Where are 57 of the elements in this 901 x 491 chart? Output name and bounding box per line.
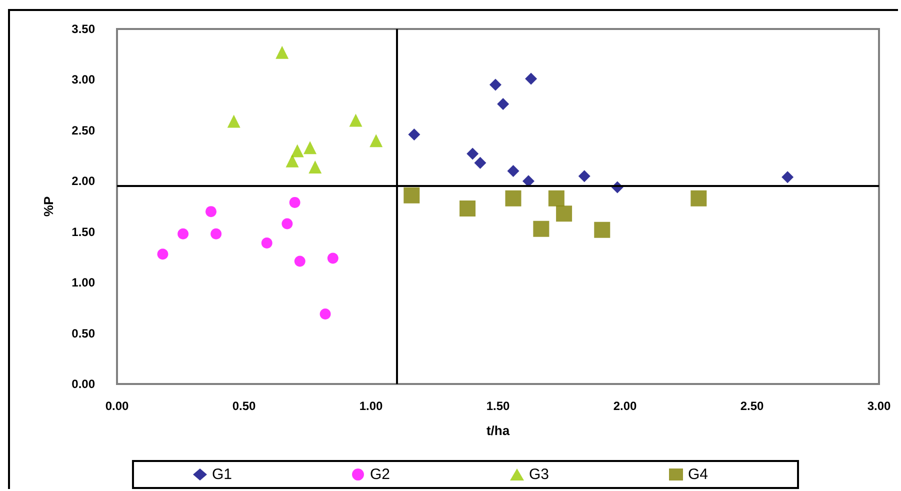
point: [178, 228, 189, 240]
point: [522, 175, 534, 188]
point: [294, 256, 306, 267]
point: [594, 222, 610, 238]
point: [497, 98, 510, 110]
point: [157, 248, 168, 260]
y-tick-label: 0.00: [72, 377, 96, 391]
point: [460, 200, 476, 217]
point: [525, 72, 538, 85]
point: [533, 220, 550, 237]
point: [289, 196, 300, 208]
point: [370, 134, 383, 148]
point: [276, 46, 289, 59]
point: [308, 160, 322, 174]
point: [261, 238, 272, 249]
point: [304, 141, 317, 154]
point: [578, 170, 590, 182]
y-tick-label: 0.50: [72, 326, 96, 340]
y-tick-label: 2.50: [72, 123, 96, 138]
point: [548, 190, 564, 206]
x-tick-label: 0.50: [232, 399, 256, 413]
x-tick-label: 3.00: [867, 399, 891, 413]
point: [466, 148, 479, 160]
point: [556, 206, 572, 222]
legend-label: G2: [370, 466, 390, 483]
x-tick-label: 0.00: [105, 399, 129, 413]
x-tick-label: 1.50: [486, 399, 510, 413]
point: [690, 190, 707, 206]
point: [320, 308, 331, 320]
point: [290, 144, 304, 158]
legend-label: G3: [529, 466, 550, 483]
point: [205, 206, 216, 218]
point: [474, 156, 486, 169]
point: [349, 114, 362, 127]
y-axis-title: %P: [41, 196, 56, 217]
y-tick-label: 3.50: [72, 22, 96, 36]
point: [327, 252, 338, 264]
legend-label: G4: [688, 466, 708, 483]
x-tick-label: 2.00: [613, 399, 637, 413]
point: [408, 128, 420, 140]
x-tick-label: 1.00: [359, 399, 383, 413]
point: [507, 165, 520, 177]
point: [286, 154, 299, 168]
y-tick-label: 2.00: [72, 174, 96, 188]
y-tick-label: 3.00: [72, 72, 96, 87]
legend-label: G1: [212, 466, 232, 483]
point: [489, 78, 502, 91]
x-axis-title: t/ha: [486, 423, 510, 438]
y-tick-label: 1.00: [72, 276, 96, 290]
point: [404, 187, 420, 204]
y-tick-label: 1.50: [72, 224, 96, 239]
point: [210, 228, 222, 240]
point: [505, 190, 522, 206]
point: [282, 218, 293, 230]
point: [227, 114, 240, 128]
x-tick-label: 2.50: [740, 399, 764, 413]
point: [782, 171, 794, 184]
